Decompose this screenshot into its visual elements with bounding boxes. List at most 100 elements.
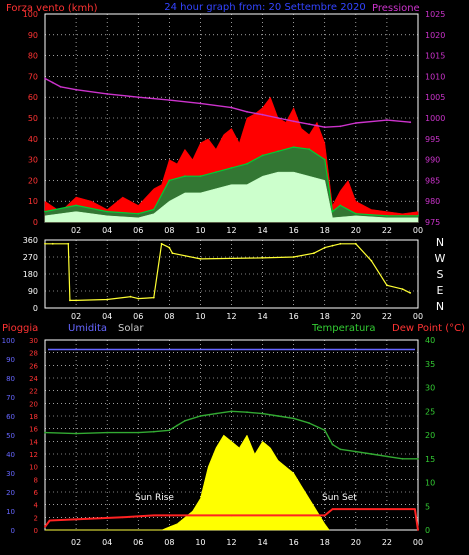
compass-label: W — [435, 252, 446, 265]
y-tick-label: 100 — [23, 10, 38, 19]
y2-tick-label: 1025 — [425, 10, 445, 19]
rain-tick-label: 24 — [29, 375, 38, 383]
x-tick-label: 00 — [413, 538, 423, 547]
data-point — [401, 288, 404, 290]
data-point — [386, 284, 388, 287]
data-point — [401, 457, 404, 460]
data-point — [308, 148, 311, 151]
data-point — [323, 514, 326, 517]
rain-tick-label: 2 — [34, 514, 38, 522]
rain-label: Pioggia — [2, 323, 38, 334]
direction-panel-grid — [45, 240, 418, 308]
rain-tick-label: 10 — [29, 464, 38, 472]
data-point — [137, 96, 140, 99]
y2-tick-label: 990 — [425, 156, 440, 165]
wind-series — [44, 77, 419, 223]
data-point — [51, 81, 54, 84]
compass-label: N — [436, 300, 444, 313]
data-point — [339, 204, 342, 207]
data-point — [184, 175, 186, 178]
data-point — [48, 519, 51, 522]
data-point — [354, 122, 357, 124]
y-tick-label: 180 — [23, 270, 38, 279]
data-point — [354, 450, 357, 453]
x-tick-label: 12 — [226, 538, 236, 547]
x-tick-label: 18 — [320, 538, 330, 547]
data-point — [75, 88, 77, 91]
y-tick-label: 0 — [33, 304, 38, 313]
humidity-tick-label: 90 — [6, 356, 15, 364]
rain-tick-label: 18 — [29, 413, 38, 421]
x-tick-label: 04 — [102, 538, 112, 547]
data-point — [199, 102, 202, 105]
data-point — [339, 125, 342, 128]
data-point — [44, 242, 46, 245]
data-point — [292, 120, 295, 123]
data-point — [137, 212, 140, 215]
data-point — [417, 457, 419, 460]
x-tick-label: 04 — [102, 226, 112, 235]
data-point — [106, 93, 109, 95]
rain-tick-label: 8 — [34, 476, 38, 484]
data-point — [230, 410, 233, 413]
climate-x-ticks: 02 04 06 08 10 12 14 16 18 20 22 00 — [71, 538, 423, 547]
x-tick-label: 08 — [164, 538, 174, 547]
data-point — [354, 508, 357, 510]
data-point — [292, 146, 295, 149]
x-tick-label: 00 — [413, 312, 423, 321]
y2-tick-label: 1020 — [425, 31, 445, 40]
direction-x-ticks: 02 04 06 08 10 12 14 16 18 20 22 00 — [71, 312, 423, 321]
temperature-label: Temperatura — [311, 323, 376, 334]
data-point — [129, 295, 132, 298]
y-tick-label: 0 — [33, 218, 38, 227]
y2-tick-label: 1005 — [425, 93, 445, 102]
data-point — [331, 210, 334, 213]
data-point — [152, 430, 155, 433]
temp-tick-label: 25 — [425, 407, 435, 416]
data-point — [323, 429, 326, 432]
humidity-tick-label: 20 — [6, 489, 15, 497]
y2-tick-label: 975 — [425, 218, 440, 227]
rain-tick-label: 28 — [29, 350, 38, 358]
humidity-tick-label: 60 — [6, 413, 15, 421]
x-tick-label: 02 — [71, 226, 81, 235]
solar-label: Solar — [118, 323, 144, 334]
data-point — [386, 455, 388, 458]
data-point — [246, 411, 248, 414]
y-tick-label: 360 — [23, 236, 38, 245]
temp-tick-label: 35 — [425, 360, 435, 369]
data-point — [184, 419, 186, 422]
rain-tick-label: 14 — [29, 438, 38, 446]
climate-series — [44, 348, 419, 531]
rain-tick-label: 12 — [29, 451, 38, 459]
data-point — [277, 415, 279, 417]
data-point — [331, 443, 334, 446]
data-point — [160, 242, 163, 245]
data-point — [199, 415, 202, 417]
x-tick-label: 12 — [226, 312, 236, 321]
x-tick-label: 10 — [195, 538, 205, 547]
x-tick-label: 16 — [289, 312, 299, 321]
humidity-tick-label: 40 — [6, 451, 15, 459]
data-point — [292, 256, 295, 258]
x-tick-label: 20 — [351, 538, 361, 547]
temperature-line — [44, 410, 418, 460]
x-tick-label: 20 — [351, 312, 361, 321]
data-point — [106, 210, 109, 213]
data-point — [168, 179, 171, 182]
y-tick-label: 70 — [28, 72, 38, 81]
data-point — [90, 517, 93, 520]
y-tick-label: 30 — [28, 156, 38, 165]
x-tick-label: 18 — [320, 312, 330, 321]
humidity-axis-ticks: 0 10 20 30 40 50 60 70 80 90 100 — [2, 337, 15, 535]
humidity-tick-label: 70 — [6, 394, 15, 402]
data-point — [246, 110, 248, 113]
x-tick-label: 18 — [320, 226, 330, 235]
y-tick-label: 90 — [28, 287, 38, 296]
data-point — [323, 246, 326, 249]
y2-tick-label: 985 — [425, 176, 440, 185]
x-tick-label: 08 — [164, 312, 174, 321]
humidity-tick-label: 80 — [6, 375, 15, 383]
